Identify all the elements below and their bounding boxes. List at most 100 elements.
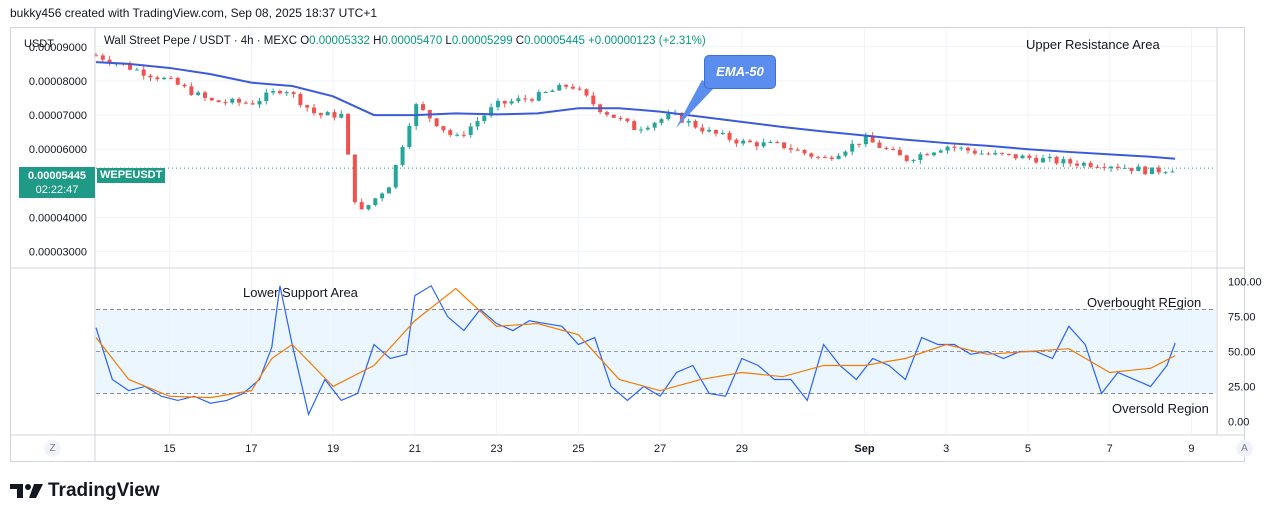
- candle-body: [707, 129, 712, 132]
- candle-body: [1034, 157, 1039, 163]
- candle-body: [1115, 166, 1120, 168]
- candle-body: [564, 84, 569, 87]
- candle-body: [318, 113, 323, 116]
- legend-o-label: O: [300, 35, 310, 47]
- rsi-tick-label: 100.00: [1228, 277, 1262, 289]
- candle-body: [557, 84, 562, 91]
- candle-body: [455, 134, 460, 136]
- candle-body: [1061, 159, 1066, 164]
- candle-body: [1047, 156, 1052, 159]
- ema-line: [95, 61, 1176, 160]
- candles: [94, 53, 1175, 211]
- candle-body: [250, 103, 255, 105]
- candle-body: [870, 135, 875, 143]
- candle-body: [877, 142, 882, 148]
- candle-body: [850, 143, 855, 152]
- candle-body: [1122, 167, 1127, 169]
- candle-body: [836, 155, 841, 160]
- candle-body: [134, 69, 139, 71]
- candle-body: [421, 104, 426, 111]
- bar-countdown: 02:22:47: [35, 184, 79, 196]
- legend-c-label: C: [515, 35, 525, 47]
- candle-body: [271, 91, 276, 93]
- zoom-button[interactable]: Z: [44, 440, 61, 457]
- candle-body: [1109, 166, 1114, 169]
- candle-body: [891, 148, 896, 150]
- candle-body: [591, 95, 596, 105]
- candle-body: [611, 114, 616, 118]
- candle-body: [1068, 159, 1073, 164]
- candle-body: [768, 142, 773, 144]
- candle-body: [380, 193, 385, 199]
- candle-body: [393, 164, 398, 188]
- candle-body: [959, 147, 964, 149]
- candle-body: [441, 126, 446, 131]
- candle-body: [1075, 163, 1080, 166]
- candle-body: [639, 129, 644, 131]
- candle-body: [809, 153, 814, 157]
- x-tick-label: 5: [1025, 443, 1031, 455]
- auto-scale-button[interactable]: A: [1236, 440, 1253, 457]
- candle-body: [400, 147, 405, 165]
- legend-low: 0.00005299: [451, 35, 513, 47]
- legend-high: 0.00005470: [381, 35, 443, 47]
- candle-body: [530, 99, 535, 101]
- candle-body: [359, 202, 364, 210]
- candle-body: [727, 132, 732, 140]
- y-tick-label: 0.00008000: [29, 76, 87, 88]
- price-unit: USDT: [24, 38, 54, 50]
- x-tick-label: 17: [245, 443, 257, 455]
- candle-body: [168, 77, 173, 79]
- x-tick-label: 21: [409, 443, 421, 455]
- candle-body: [775, 142, 780, 144]
- oversold-label: Oversold Region: [1112, 401, 1209, 416]
- candle-body: [686, 120, 691, 123]
- candle-body: [972, 150, 977, 154]
- candle-body: [305, 105, 310, 108]
- candle-body: [448, 130, 453, 135]
- candle-body: [162, 77, 167, 80]
- y-tick-label: 0.00004000: [29, 212, 87, 224]
- brand-name: TradingView: [48, 480, 160, 501]
- x-tick-label: 7: [1107, 443, 1113, 455]
- legend-symbol: Wall Street Pepe / USDT · 4h · MEXC: [104, 35, 298, 47]
- candle-body: [1006, 153, 1011, 155]
- tradingview-logo: TradingView: [10, 480, 160, 502]
- rsi-axis-ticks: 100.00 75.00 50.00 25.00 0.00: [1228, 277, 1262, 429]
- candle-body: [155, 77, 160, 80]
- legend-h-label: H: [373, 35, 382, 47]
- candle-body: [782, 142, 787, 149]
- candle-body: [857, 143, 862, 145]
- lower-support-label: Lower Support Area: [243, 285, 358, 300]
- candle-body: [1156, 167, 1161, 173]
- rsi-tick-label: 50.00: [1228, 347, 1256, 359]
- legend-change: +0.00000123 (+2.31%): [588, 35, 706, 47]
- upper-resistance-label: Upper Resistance Area: [1026, 37, 1160, 52]
- x-tick-label: 9: [1188, 443, 1194, 455]
- candle-body: [1136, 166, 1141, 171]
- current-price-tag: 0.00005445 02:22:47: [19, 167, 95, 198]
- candle-body: [1020, 155, 1025, 159]
- candle-body: [128, 64, 133, 70]
- candle-body: [1027, 155, 1032, 158]
- candle-body: [141, 69, 146, 76]
- candle-body: [536, 92, 541, 101]
- candle-body: [475, 121, 480, 127]
- candle-body: [863, 135, 868, 145]
- rsi-tick-label: 0.00: [1228, 416, 1249, 428]
- candle-body: [897, 149, 902, 156]
- candle-body: [346, 113, 351, 155]
- rsi-ma-line: [95, 287, 1176, 399]
- candle-body: [277, 91, 282, 94]
- candle-body: [332, 112, 337, 118]
- candle-body: [237, 98, 242, 103]
- candle-body: [325, 112, 330, 116]
- candle-body: [189, 86, 194, 96]
- rsi-line: [95, 284, 1176, 417]
- candle-body: [1143, 166, 1148, 175]
- candle-body: [203, 92, 208, 98]
- candle-body: [216, 100, 221, 103]
- candle-body: [570, 86, 575, 89]
- x-tick-label: 3: [943, 443, 949, 455]
